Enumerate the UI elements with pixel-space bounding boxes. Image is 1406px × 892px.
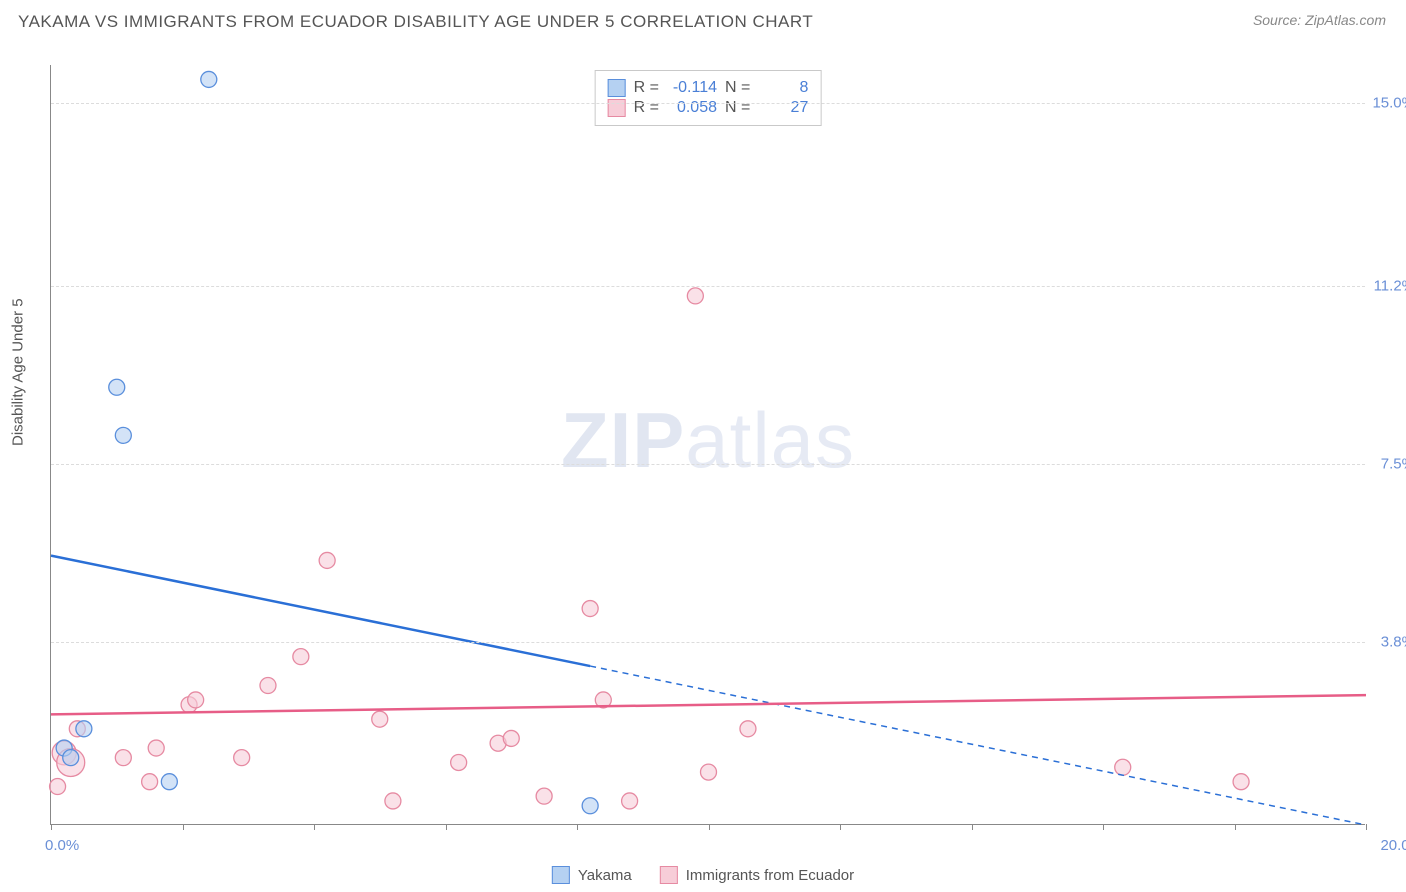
chart-title: YAKAMA VS IMMIGRANTS FROM ECUADOR DISABI… [18, 12, 813, 32]
scatter-point-yakama [63, 750, 79, 766]
gridline-h [51, 286, 1365, 287]
scatter-point-yakama [109, 379, 125, 395]
x-tick [709, 824, 710, 830]
scatter-point-ecuador [536, 788, 552, 804]
x-tick [972, 824, 973, 830]
scatter-point-ecuador [503, 730, 519, 746]
gridline-h [51, 103, 1365, 104]
x-tick [1235, 824, 1236, 830]
scatter-point-yakama [201, 71, 217, 87]
bottom-legend: Yakama Immigrants from Ecuador [552, 866, 854, 884]
scatter-point-ecuador [385, 793, 401, 809]
y-tick-label: 3.8% [1381, 634, 1406, 651]
x-tick-label: 20.0% [1380, 837, 1406, 854]
x-tick [1366, 824, 1367, 830]
scatter-point-ecuador [319, 552, 335, 568]
scatter-point-ecuador [50, 779, 66, 795]
scatter-point-ecuador [188, 692, 204, 708]
scatter-point-ecuador [451, 754, 467, 770]
trendline-ecuador [51, 695, 1366, 714]
y-tick-label: 15.0% [1372, 95, 1406, 112]
scatter-point-ecuador [115, 750, 131, 766]
swatch-ecuador-icon [660, 866, 678, 884]
scatter-point-ecuador [148, 740, 164, 756]
scatter-point-ecuador [372, 711, 388, 727]
x-tick [183, 824, 184, 830]
scatter-point-ecuador [142, 774, 158, 790]
legend-item-ecuador: Immigrants from Ecuador [660, 866, 854, 884]
scatter-point-yakama [115, 427, 131, 443]
scatter-point-ecuador [701, 764, 717, 780]
scatter-point-yakama [76, 721, 92, 737]
y-axis-title: Disability Age Under 5 [10, 298, 27, 446]
scatter-point-ecuador [260, 678, 276, 694]
source-attribution: Source: ZipAtlas.com [1253, 12, 1386, 28]
scatter-point-ecuador [1115, 759, 1131, 775]
scatter-point-ecuador [293, 649, 309, 665]
plot-svg [51, 65, 1365, 824]
x-tick [840, 824, 841, 830]
scatter-point-yakama [582, 798, 598, 814]
trendline-dashed-yakama [590, 666, 1366, 825]
scatter-point-ecuador [622, 793, 638, 809]
legend-label-ecuador: Immigrants from Ecuador [686, 867, 854, 884]
x-tick [314, 824, 315, 830]
legend-label-yakama: Yakama [578, 867, 632, 884]
chart-plot-area: ZIPatlas R = -0.114 N = 8 R = 0.058 N = … [50, 65, 1365, 825]
scatter-point-yakama [161, 774, 177, 790]
gridline-h [51, 642, 1365, 643]
scatter-point-ecuador [740, 721, 756, 737]
y-tick-label: 11.2% [1374, 278, 1406, 295]
gridline-h [51, 464, 1365, 465]
x-tick [577, 824, 578, 830]
trendline-yakama [51, 556, 590, 666]
x-tick [446, 824, 447, 830]
scatter-point-ecuador [234, 750, 250, 766]
swatch-yakama-icon [552, 866, 570, 884]
scatter-point-ecuador [582, 601, 598, 617]
x-tick [1103, 824, 1104, 830]
x-tick-label: 0.0% [45, 837, 79, 854]
x-tick [51, 824, 52, 830]
scatter-point-ecuador [1233, 774, 1249, 790]
legend-item-yakama: Yakama [552, 866, 632, 884]
y-tick-label: 7.5% [1381, 456, 1406, 473]
scatter-point-ecuador [687, 288, 703, 304]
